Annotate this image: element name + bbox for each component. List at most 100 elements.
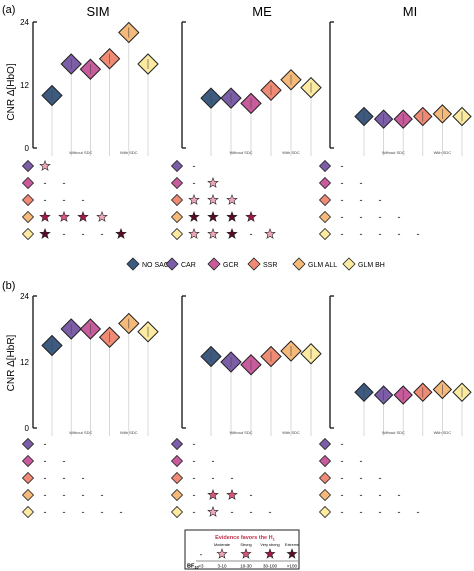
- evidence-category-label: Moderate: [214, 543, 230, 547]
- bf-none: -: [63, 178, 66, 188]
- legend-swatch: [342, 257, 356, 271]
- bf-star: [39, 227, 51, 239]
- bf-none: -: [379, 473, 382, 483]
- bf-star: [39, 159, 51, 171]
- bf-none: -: [63, 490, 66, 500]
- bf-none: -: [82, 473, 85, 483]
- bf-star: [77, 210, 89, 222]
- bf-none: -: [360, 229, 363, 239]
- evidence-key-box: [184, 529, 300, 570]
- group-label-without-sdc: Without SDC: [229, 430, 252, 435]
- bf-none: -: [82, 195, 85, 205]
- legend-label: GCR: [223, 262, 239, 269]
- bf-none: -: [341, 456, 344, 466]
- bf-star: [207, 505, 219, 517]
- bf-none: -: [360, 490, 363, 500]
- bf-row-diamond: [318, 505, 332, 519]
- bf-none: -: [379, 490, 382, 500]
- evidence-range-label: >100: [287, 564, 298, 569]
- bf-row-diamond: [21, 437, 35, 451]
- bf-table: - - - - - - - - - - - -: [170, 437, 272, 519]
- legend-label: GLM BH: [358, 262, 385, 269]
- bf-row-diamond: [170, 488, 184, 502]
- bf-none: -: [120, 507, 123, 517]
- bf-none: -: [341, 473, 344, 483]
- bf-none: -: [360, 473, 363, 483]
- bf-none: -: [44, 178, 47, 188]
- group-label-with-sdc: With SDC: [434, 430, 452, 435]
- legend-item-ssr: SSR: [247, 257, 277, 271]
- evidence-range-label: 3-10: [217, 564, 227, 569]
- bf-row-diamond: [21, 454, 35, 468]
- bf-row-diamond: [318, 193, 332, 207]
- bf-none: -: [417, 507, 420, 517]
- bf-none: -: [193, 507, 196, 517]
- bf-star: [207, 488, 219, 500]
- bf-star: [245, 210, 257, 222]
- bf-star: [115, 227, 127, 239]
- bf-none: -: [193, 490, 196, 500]
- bf-none: -: [341, 229, 344, 239]
- bf-none: -: [360, 212, 363, 222]
- bf-star: [226, 227, 238, 239]
- bf-none: -: [44, 456, 47, 466]
- bf-none: -: [193, 178, 196, 188]
- bf-star: [264, 227, 276, 239]
- group-label-without-sdc: Without SDC: [69, 430, 92, 435]
- legend-label: GLM ALL: [308, 262, 337, 269]
- legend-item-no-sac: NO SAC: [126, 257, 169, 271]
- legend: NO SAC CAR GCR SSR GLM ALL GLM BH: [126, 257, 385, 271]
- evidence-category-star: [216, 548, 228, 559]
- bf-row-diamond: [170, 193, 184, 207]
- bf-none: -: [44, 473, 47, 483]
- evidence-category-star: [240, 548, 252, 559]
- bf-none: -: [63, 507, 66, 517]
- bf-none: -: [82, 229, 85, 239]
- bf-none: -: [44, 195, 47, 205]
- bf-none: -: [360, 507, 363, 517]
- subplot-sim: 0 12 24 Without SDC With SDC - - - - - - - - - - - - - - -: [20, 292, 159, 519]
- bf-none: -: [398, 507, 401, 517]
- bf-none: -: [250, 490, 253, 500]
- bf-table: - - - - - - - - - - - - - - -: [318, 159, 420, 241]
- column-title-mi: MI: [403, 4, 417, 19]
- bf-none: -: [379, 507, 382, 517]
- bf-row-diamond: [21, 471, 35, 485]
- bf-none: -: [398, 229, 401, 239]
- bf-none: -: [193, 161, 196, 171]
- y-tick-label: 0: [25, 144, 30, 153]
- legend-swatch: [165, 257, 179, 271]
- group-label-with-sdc: With SDC: [282, 150, 300, 155]
- bf-row-diamond: [21, 193, 35, 207]
- y-tick-label: 12: [20, 358, 29, 367]
- legend-swatch: [207, 257, 221, 271]
- bf-none: -: [250, 507, 253, 517]
- bf-none: -: [250, 229, 253, 239]
- bf-row-diamond: [21, 210, 35, 224]
- bf-none: -: [398, 490, 401, 500]
- evidence-key-title: Evidence favors the H1: [215, 535, 275, 542]
- bf-none: -: [63, 473, 66, 483]
- y-tick-label: 12: [20, 81, 29, 90]
- group-label-with-sdc: With SDC: [120, 150, 138, 155]
- bf-row-diamond: [318, 210, 332, 224]
- y-axis-label-a: CNR Δ[HbO]: [6, 63, 17, 120]
- legend-label: NO SAC: [142, 262, 169, 269]
- bf-row-diamond: [21, 159, 35, 173]
- bf-none: -: [341, 161, 344, 171]
- bf-star: [226, 210, 238, 222]
- evidence-key-title-sub: 1: [273, 537, 276, 542]
- bf-none: -: [63, 456, 66, 466]
- bf-star: [188, 227, 200, 239]
- bf-row-diamond: [21, 227, 35, 241]
- bf-row-diamond: [318, 176, 332, 190]
- evidence-bf-sub: 10: [194, 566, 198, 570]
- bf-row-diamond: [170, 505, 184, 519]
- bf-table: - - - - - - - - - - - - - - -: [21, 437, 123, 519]
- bf-row-diamond: [21, 505, 35, 519]
- bf-none: -: [341, 507, 344, 517]
- column-title-me: ME: [252, 4, 272, 19]
